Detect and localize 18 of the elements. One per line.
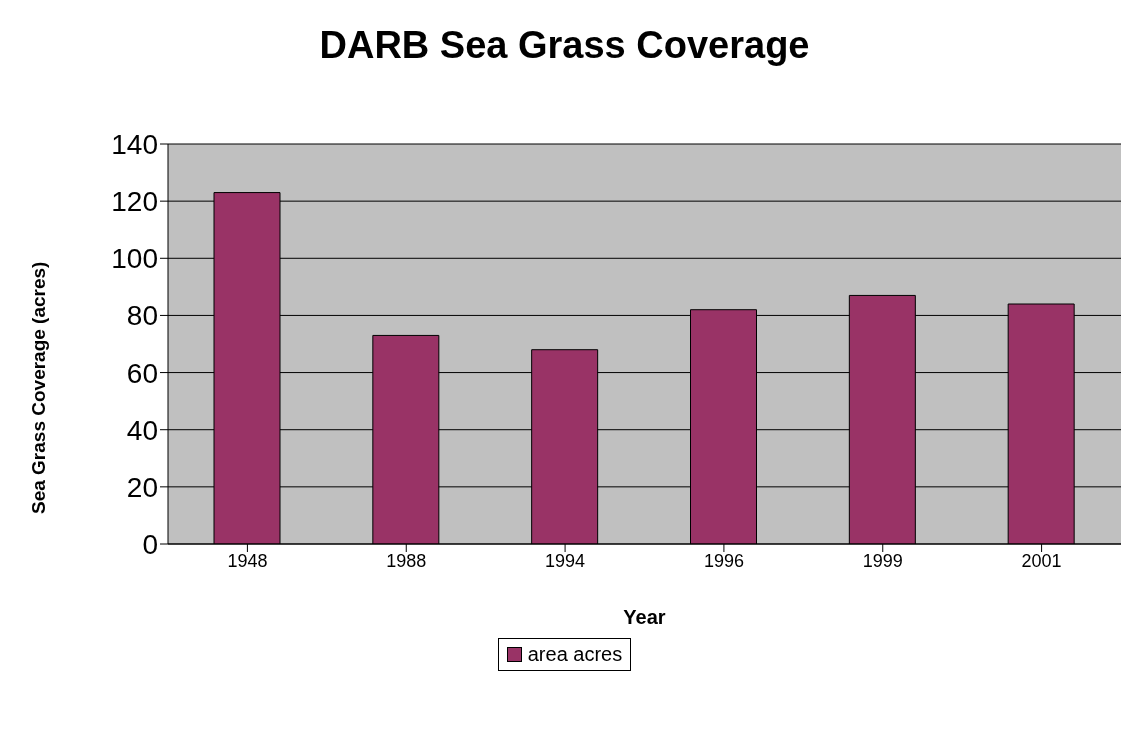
x-tick-label: 1999 — [862, 550, 903, 571]
y-tick-label: 60 — [126, 357, 158, 389]
y-tick-label: 40 — [126, 414, 158, 446]
x-axis-title: Year — [623, 606, 666, 628]
x-tick-label: 2001 — [1021, 550, 1062, 571]
x-tick-label: 1996 — [703, 550, 744, 571]
y-tick-label: 140 — [111, 128, 158, 160]
x-tick-label: 1994 — [545, 550, 586, 571]
y-tick-label: 20 — [126, 471, 158, 503]
chart-title: DARB Sea Grass Coverage — [319, 24, 810, 66]
y-tick-label: 120 — [111, 186, 158, 218]
y-tick-label: 80 — [126, 300, 158, 332]
x-tick-label: 1948 — [227, 550, 268, 571]
y-tick-label: 0 — [142, 528, 158, 560]
legend-label: area acres — [527, 643, 623, 666]
y-tick-label: 100 — [111, 243, 158, 275]
y-axis-title: Sea Grass Coverage (acres) — [27, 261, 49, 514]
x-tick-label: 1988 — [386, 550, 427, 571]
